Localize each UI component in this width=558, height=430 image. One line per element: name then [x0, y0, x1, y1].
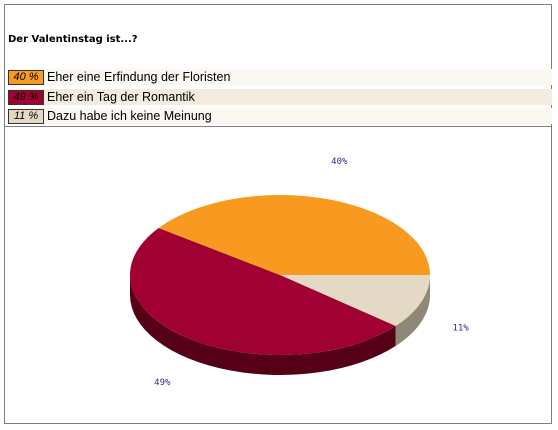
legend-label-no-opinion: Dazu habe ich keine Meinung [47, 109, 212, 123]
pie-slice-romance [129, 227, 396, 356]
pie-chart: 11% 49% 40% [129, 157, 469, 388]
slice-label-florists: 40% [331, 157, 348, 167]
pie-side-no-opinion [395, 275, 431, 346]
legend-swatch-no-opinion: 11 % [8, 108, 44, 124]
legend-row-florists: 40 % Eher eine Erfindung der Floristen [8, 69, 552, 85]
slice-label-romance: 49% [154, 378, 171, 388]
legend-swatch-romance: 49 % [8, 89, 44, 105]
legend-row-no-opinion: 11 % Dazu habe ich keine Meinung [8, 108, 552, 124]
pie-slice-no-opinion [280, 275, 431, 326]
legend-divider [4, 126, 552, 127]
slice-label-no-opinion: 11% [452, 324, 469, 334]
legend-label-romance: Eher ein Tag der Romantik [47, 90, 195, 104]
pie-slice-florists [158, 194, 430, 275]
pie-side-romance [130, 275, 396, 375]
legend-row-romance: 49 % Eher ein Tag der Romantik [8, 89, 552, 105]
legend-swatch-florists: 40 % [8, 69, 44, 85]
legend-label-florists: Eher eine Erfindung der Floristen [47, 70, 231, 84]
poll-title: Der Valentinstag ist...? [8, 34, 138, 45]
poll-frame [4, 4, 552, 424]
